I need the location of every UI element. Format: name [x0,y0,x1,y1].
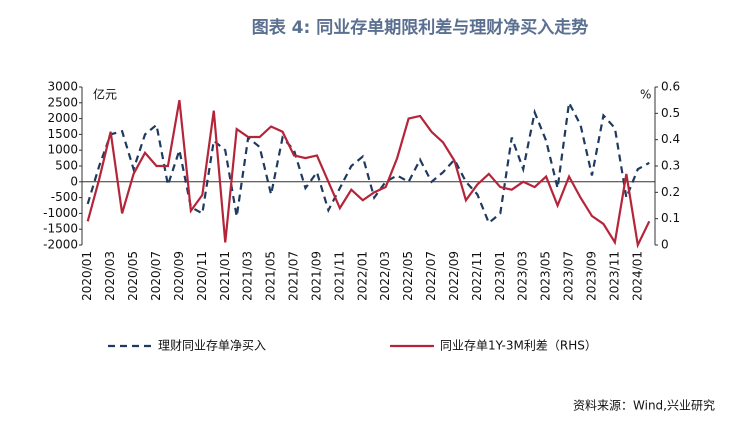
x-tick-label: 2024/01 [630,251,644,301]
x-tick-label: 2020/09 [172,251,186,301]
x-tick-label: 2022/11 [470,251,484,301]
y-tick-label: 1000 [47,143,78,157]
y2-tick-label: 0.5 [661,106,680,120]
x-tick-label: 2021/07 [287,251,301,301]
x-tick-label: 2021/01 [218,251,232,301]
x-tick-label: 2023/09 [584,251,598,301]
x-tick-label: 2023/11 [607,251,621,301]
x-tick-label: 2023/03 [516,251,530,301]
x-tick-label: 2021/11 [332,251,346,301]
y2-tick-label: 0.2 [661,185,680,199]
x-tick-label: 2022/03 [378,251,392,301]
series-line [86,99,651,249]
source: 资料来源：Wind,兴业研究 [573,398,715,413]
x-tick-label: 2020/03 [103,251,117,301]
x-tick-label: 2020/11 [195,251,209,301]
x-tick-label: 2022/05 [401,251,415,301]
legend-label: 理财同业存单净买入 [158,339,266,353]
y2-tick-label: 0.3 [661,159,680,173]
x-tick-label: 2023/01 [493,251,507,301]
y-tick-label: -2000 [43,238,78,252]
legend-label: 同业存单1Y-3M利差（RHS） [440,339,597,353]
y2-tick-label: 0.1 [661,211,680,225]
y-tick-label: 1500 [47,127,78,141]
x-tick-label: 2021/05 [264,251,278,301]
y-tick-label: -1000 [43,206,78,220]
chart-title: 图表 4: 同业存单期限利差与理财净买入走势 [252,17,588,38]
y-tick-label: 2000 [47,111,78,125]
x-tick-label: 2022/09 [447,251,461,301]
y-tick-label: 3000 [47,80,78,94]
x-tick-label: 2021/09 [309,251,323,301]
y2-tick-label: 0 [661,238,669,252]
y-tick-label: -1500 [43,222,78,236]
x-tick-label: 2022/07 [424,251,438,301]
x-tick-label: 2023/07 [562,251,576,301]
x-tick-label: 2022/01 [355,251,369,301]
y-tick-label: 500 [55,159,78,173]
y2-tick-label: 0.4 [661,132,680,146]
series-line [86,99,650,225]
y2-unit: % [640,88,651,102]
x-tick-label: 2020/01 [80,251,94,301]
y-tick-label: -500 [51,190,78,204]
y-unit: 亿元 [93,87,117,102]
y2-tick-label: 0.6 [661,80,680,94]
y-tick-label: 0 [70,174,78,188]
x-tick-label: 2021/03 [241,251,255,301]
y-tick-label: 2500 [47,95,78,109]
x-tick-label: 2020/07 [149,251,163,301]
x-tick-label: 2023/05 [539,251,553,301]
x-tick-label: 2020/05 [126,251,140,301]
